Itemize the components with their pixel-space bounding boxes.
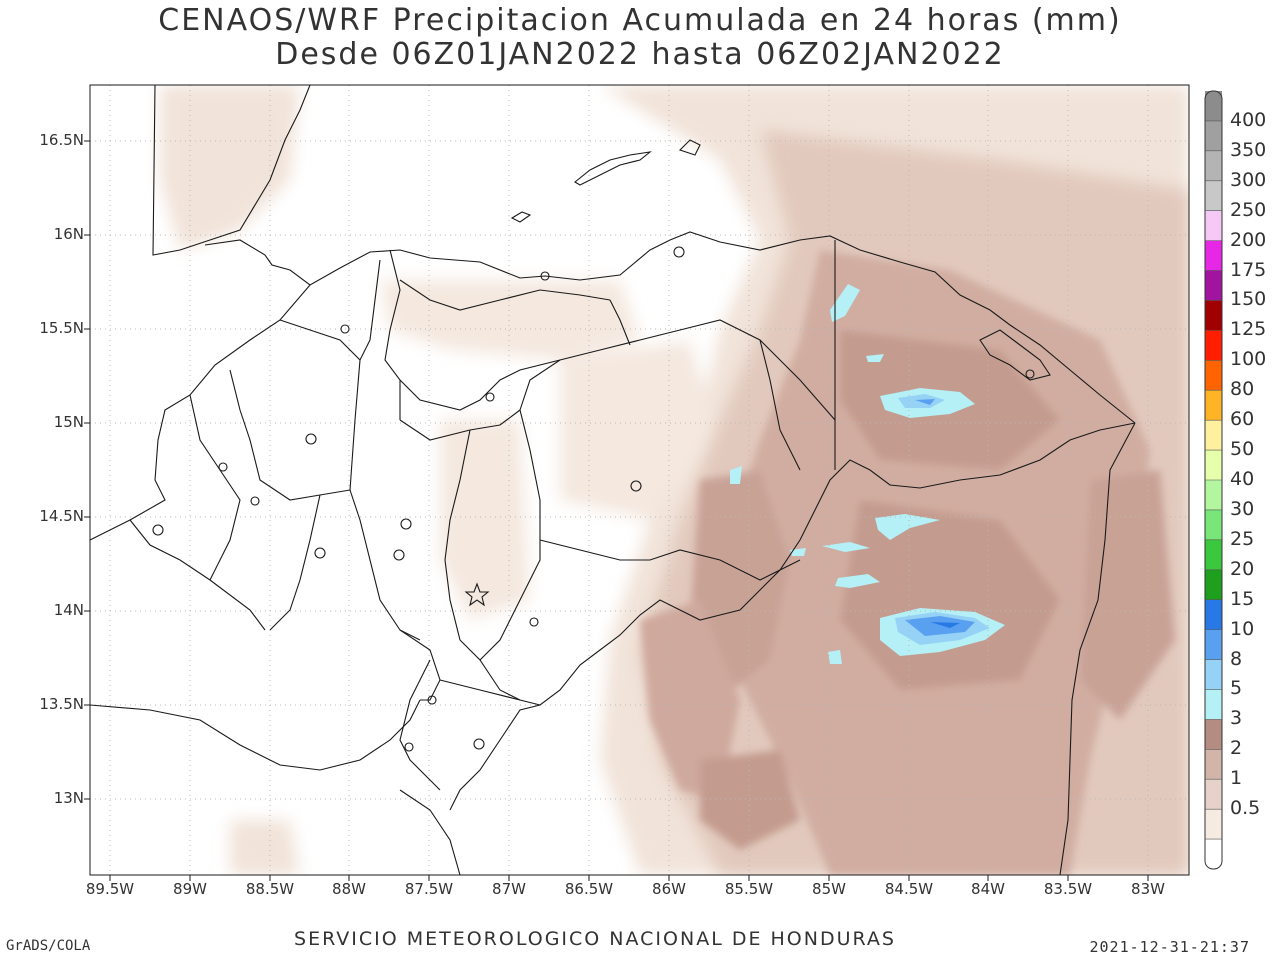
- colorbar-swatch: [1205, 839, 1222, 870]
- colorbar-label: 3: [1230, 707, 1243, 730]
- colorbar-label: 8: [1230, 647, 1243, 670]
- lat-label-15n: 15N: [53, 413, 84, 431]
- grid-lines: [90, 85, 1189, 875]
- colorbar-swatch: [1205, 809, 1222, 840]
- colorbar-label: 10: [1230, 617, 1255, 640]
- run-timestamp: 2021-12-31-21:37: [1089, 938, 1250, 956]
- colorbar-label: 50: [1230, 438, 1255, 461]
- colorbar-label: 175: [1230, 258, 1267, 281]
- colorbar-swatch: [1205, 569, 1222, 601]
- colorbar-label: 150: [1230, 288, 1267, 311]
- colorbar-swatch: [1205, 749, 1222, 780]
- colorbar-swatch: [1205, 450, 1222, 481]
- lon-label-85-5w: 85.5W: [724, 880, 774, 898]
- colorbar-label: 60: [1230, 408, 1255, 431]
- lat-label-15-5n: 15.5N: [39, 319, 84, 337]
- colorbar-label: 100: [1230, 348, 1267, 371]
- colorbar-label: 350: [1230, 138, 1267, 161]
- precipitation-field: [90, 85, 1189, 875]
- colorbar-swatch: [1205, 330, 1222, 361]
- lat-label-13-5n: 13.5N: [39, 695, 84, 713]
- grads-credit: GrADS/COLA: [6, 938, 91, 954]
- colorbar-swatch: [1205, 180, 1222, 212]
- colorbar-swatch: [1205, 91, 1222, 122]
- lat-label-14n: 14N: [53, 601, 84, 619]
- colorbar-swatch: [1205, 390, 1222, 421]
- colorbar-swatch: [1205, 300, 1222, 331]
- plot-frame: [89, 84, 1190, 876]
- colorbar-label: 15: [1230, 587, 1255, 610]
- colorbar-label: 5: [1230, 677, 1243, 700]
- lon-label-83-5w: 83.5W: [1043, 880, 1093, 898]
- lat-label-13n: 13N: [53, 789, 84, 807]
- lat-label-14-5n: 14.5N: [39, 507, 84, 525]
- precip-blue-patches: [730, 284, 1005, 664]
- lon-label-88-5w: 88.5W: [245, 880, 295, 898]
- colorbar-label: 250: [1230, 198, 1267, 221]
- colorbar-swatch: [1205, 150, 1222, 182]
- colorbar-swatch: [1205, 210, 1222, 242]
- colorbar-swatch: [1205, 539, 1222, 571]
- colorbar-swatch: [1205, 629, 1222, 661]
- colorbar-swatch: [1205, 659, 1222, 690]
- colorbar-label: 20: [1230, 557, 1255, 580]
- colorbar-swatch: [1205, 509, 1222, 541]
- colorbar-label: 0.5: [1230, 797, 1261, 820]
- lon-label-84w: 84W: [971, 880, 1005, 898]
- lon-label-89w: 89W: [173, 880, 207, 898]
- colorbar-label: 30: [1230, 497, 1255, 520]
- colorbar-label: 1: [1230, 767, 1243, 790]
- agency-name: SERVICIO METEOROLOGICO NACIONAL DE HONDU…: [294, 928, 896, 950]
- lon-label-85w: 85W: [812, 880, 846, 898]
- colorbar-label: 400: [1230, 108, 1267, 131]
- map-subtitle: Desde 06Z01JAN2022 hasta 06Z02JAN2022: [275, 37, 1005, 72]
- colorbar-swatch: [1205, 240, 1222, 272]
- lon-label-89-5w: 89.5W: [85, 880, 135, 898]
- lon-label-87-5w: 87.5W: [404, 880, 454, 898]
- colorbar-swatch: [1205, 360, 1222, 391]
- lon-label-86w: 86W: [652, 880, 686, 898]
- colorbar-swatch: [1205, 420, 1222, 451]
- colorbar-swatch: [1205, 599, 1222, 631]
- colorbar-swatch: [1205, 480, 1222, 511]
- colorbar-swatch: [1205, 270, 1222, 301]
- colorbar-label: 125: [1230, 318, 1267, 341]
- colorbar-label: 25: [1230, 527, 1255, 550]
- map-title: CENAOS/WRF Precipitacion Acumulada en 24…: [158, 3, 1122, 38]
- colorbar-label: 200: [1230, 228, 1267, 251]
- lat-label-16n: 16N: [53, 225, 84, 243]
- colorbar-label: 40: [1230, 468, 1255, 490]
- lat-label-16-5n: 16.5N: [39, 131, 84, 149]
- lon-label-86-5w: 86.5W: [564, 880, 614, 898]
- lon-label-83w: 83W: [1131, 880, 1165, 898]
- colorbar-swatch: [1205, 779, 1222, 810]
- colorbar-label: 2: [1230, 737, 1243, 760]
- colorbar-swatch: [1205, 120, 1222, 152]
- colorbar-swatch: [1205, 689, 1222, 720]
- colorbar-label: 80: [1230, 378, 1255, 401]
- coastline-and-borders: [90, 85, 1136, 875]
- colorbar-label: 300: [1230, 168, 1267, 191]
- colorbar-legend: [1204, 90, 1223, 870]
- lon-label-84-5w: 84.5W: [884, 880, 934, 898]
- colorbar-swatch: [1205, 719, 1222, 750]
- lon-label-87w: 87W: [492, 880, 526, 898]
- axis-ticks: [84, 140, 1149, 881]
- lon-label-88w: 88W: [332, 880, 366, 898]
